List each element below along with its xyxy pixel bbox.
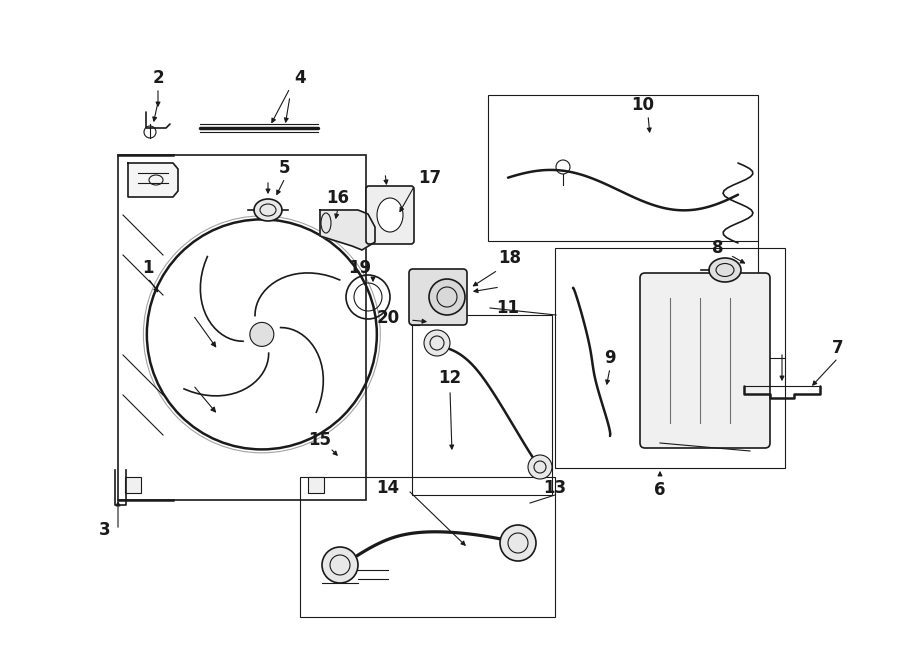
Text: 14: 14 — [376, 479, 400, 497]
Circle shape — [528, 455, 552, 479]
Text: 17: 17 — [418, 169, 442, 187]
Text: 7: 7 — [832, 339, 844, 357]
Circle shape — [429, 279, 465, 315]
Circle shape — [424, 330, 450, 356]
FancyBboxPatch shape — [366, 186, 414, 244]
Text: 16: 16 — [327, 189, 349, 207]
Text: 3: 3 — [99, 521, 111, 539]
Text: 1: 1 — [142, 259, 154, 277]
Circle shape — [250, 323, 274, 346]
Bar — [412, 315, 552, 495]
Ellipse shape — [254, 199, 282, 221]
Text: 11: 11 — [497, 299, 519, 317]
Ellipse shape — [377, 198, 403, 232]
Bar — [555, 248, 785, 468]
Bar — [118, 155, 366, 500]
Polygon shape — [320, 210, 375, 250]
Text: 18: 18 — [499, 249, 521, 267]
Text: 8: 8 — [712, 239, 724, 257]
Polygon shape — [128, 163, 178, 197]
Text: 2: 2 — [152, 69, 164, 87]
Text: 20: 20 — [376, 309, 400, 327]
Text: 15: 15 — [309, 431, 331, 449]
Text: 12: 12 — [438, 369, 462, 387]
Bar — [411, 269, 419, 325]
Bar — [125, 477, 141, 493]
Bar — [308, 477, 324, 493]
Circle shape — [500, 525, 536, 561]
Bar — [488, 95, 758, 241]
Text: 13: 13 — [544, 479, 567, 497]
Text: 19: 19 — [348, 259, 372, 277]
Text: 5: 5 — [279, 159, 291, 177]
Ellipse shape — [709, 258, 741, 282]
FancyBboxPatch shape — [409, 269, 467, 325]
Text: 10: 10 — [632, 96, 654, 114]
Text: 9: 9 — [604, 349, 616, 367]
Bar — [300, 477, 555, 617]
Circle shape — [322, 547, 358, 583]
Text: 6: 6 — [654, 481, 666, 499]
FancyBboxPatch shape — [640, 273, 770, 448]
Text: 4: 4 — [294, 69, 306, 87]
